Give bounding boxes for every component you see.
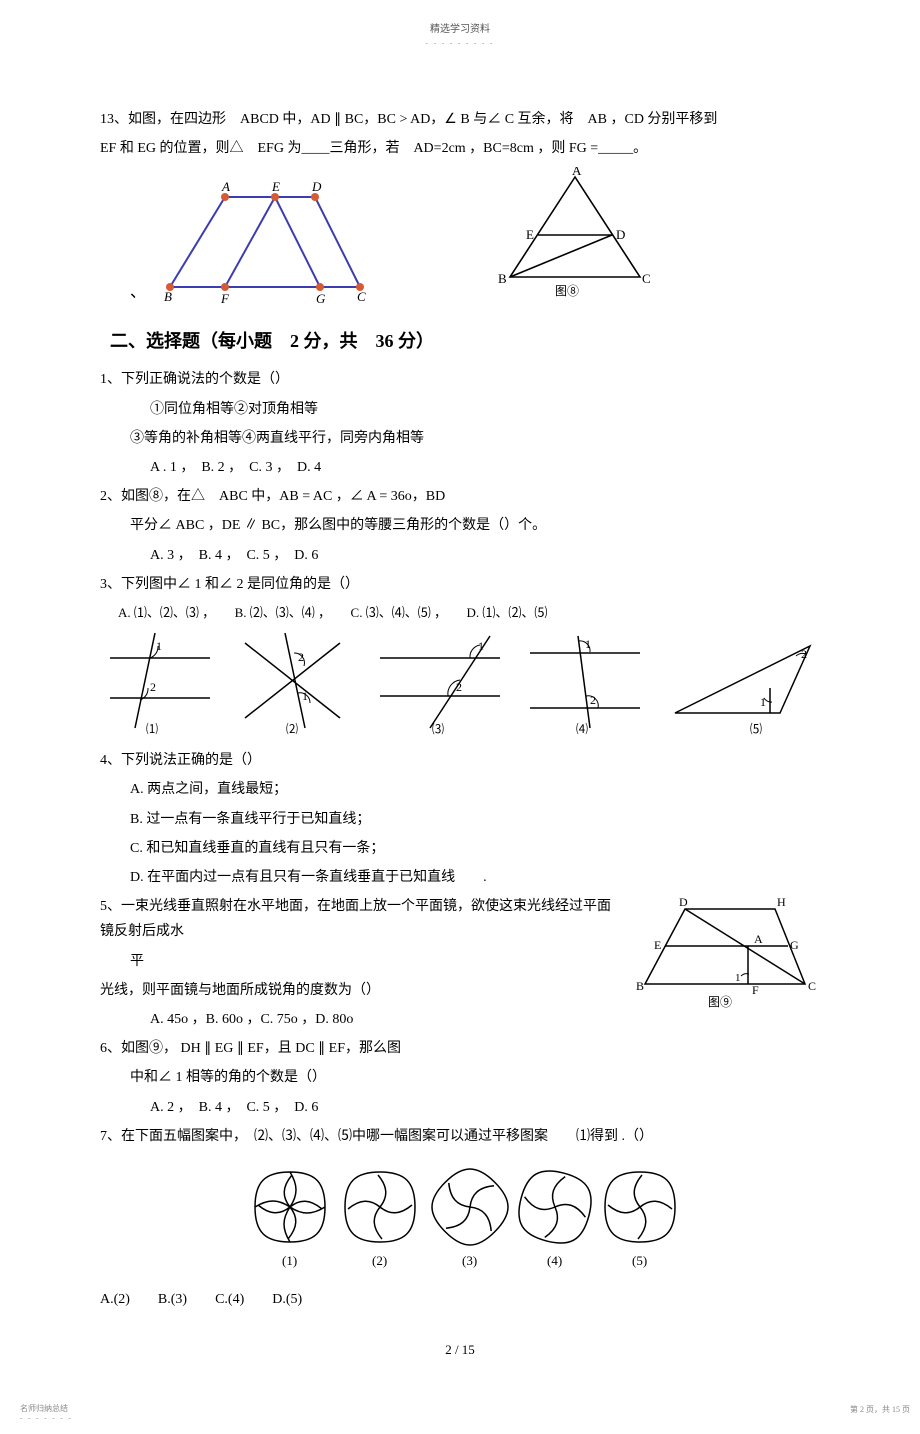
svg-text:1: 1 xyxy=(760,695,766,709)
svg-text:A: A xyxy=(572,167,582,178)
svg-text:E: E xyxy=(654,938,661,952)
q4-d: D. 在平面内过一点有且只有一条直线垂直于已知直线 . xyxy=(130,865,820,890)
svg-text:(1): (1) xyxy=(282,1253,297,1268)
svg-text:2: 2 xyxy=(298,650,304,664)
q2-l1: 2、如图⑧，在△ ABC 中，AB = AC ，∠ A = 36o，BD xyxy=(100,484,820,509)
fig-q3-3: 1 2 ⑶ xyxy=(370,628,510,738)
svg-text:A: A xyxy=(754,932,763,946)
q4-stem: 4、下列说法正确的是（） xyxy=(100,748,820,773)
bottom-left2: - - - - - - - xyxy=(20,1414,73,1422)
q1-s2: ③等角的补角相等④两直线平行，同旁内角相等 xyxy=(130,426,820,451)
svg-text:E: E xyxy=(526,227,534,242)
svg-text:图⑧: 图⑧ xyxy=(555,284,579,298)
svg-text:⑶: ⑶ xyxy=(432,722,444,736)
q4-b: B. 过一点有一条直线平行于已知直线； xyxy=(130,807,820,832)
svg-text:D: D xyxy=(616,227,625,242)
fig-q3-1: 1 2 ⑴ xyxy=(100,628,220,738)
svg-text:⑴: ⑴ xyxy=(146,722,158,736)
svg-text:(3): (3) xyxy=(462,1253,477,1268)
svg-text:1: 1 xyxy=(735,972,741,984)
svg-text:B: B xyxy=(636,979,644,993)
svg-text:B: B xyxy=(498,271,507,286)
svg-text:C: C xyxy=(357,289,366,304)
svg-text:C: C xyxy=(808,979,816,993)
fig-q3-2: 2 1 ⑵ xyxy=(230,628,360,738)
svg-text:2: 2 xyxy=(801,647,807,661)
svg-text:⑷: ⑷ xyxy=(576,722,588,736)
q1-stem: 1、下列正确说法的个数是（） xyxy=(100,367,820,392)
q3-figures: 1 2 ⑴ 2 1 ⑵ 1 2 ⑶ xyxy=(100,628,820,738)
q7-stem: 7、在下面五幅图案中， ⑵、⑶、⑷、⑸中哪一幅图案可以通过平移图案 ⑴得到 .（… xyxy=(100,1124,820,1149)
q1-s1: ①同位角相等②对顶角相等 xyxy=(150,397,820,422)
header-dots: - - - - - - - - - xyxy=(100,39,820,47)
fig-13a: A E D B F G C 、 xyxy=(120,177,400,307)
svg-text:⑵: ⑵ xyxy=(286,722,298,736)
q2-l2: 平分∠ ABC ，DE ∥ BC，那么图中的等腰三角形的个数是（）个。 xyxy=(130,513,820,538)
svg-text:H: H xyxy=(777,895,786,909)
fig-q7: (1) (2) (3) (4) xyxy=(230,1157,690,1277)
q7-opts: A.(2) B.(3) C.(4) D.(5) xyxy=(100,1287,820,1312)
q6-l2: 中和∠ 1 相等的角的个数是（） xyxy=(130,1065,820,1090)
q6-opts: A. 2 ， B. 4 ， C. 5 ， D. 6 xyxy=(150,1095,820,1120)
q4-c: C. 和已知直线垂直的直线有且只有一条； xyxy=(130,836,820,861)
svg-text:G: G xyxy=(316,291,326,306)
svg-text:F: F xyxy=(752,983,759,997)
page-footer: 2 / 15 xyxy=(100,1342,820,1358)
svg-text:、: 、 xyxy=(130,284,146,301)
q13-figures: A E D B F G C 、 A E D B C 图⑧ xyxy=(120,167,820,307)
q3-stem: 3、下列图中∠ 1 和∠ 2 是同位角的是（） xyxy=(100,572,820,597)
svg-text:G: G xyxy=(790,938,799,952)
fig-q3-4: 1 2 ⑷ xyxy=(520,628,650,738)
fig-q3-5: 2 1 ⑸ xyxy=(660,628,820,738)
svg-text:C: C xyxy=(642,271,651,286)
svg-text:D: D xyxy=(311,179,322,194)
svg-text:2: 2 xyxy=(150,680,156,694)
bottom-right: 第 2 页，共 15 页 xyxy=(850,1404,910,1422)
fig-9-wrap: B C D H E G A F 1 图⑨ xyxy=(630,894,820,1014)
svg-text:图⑨: 图⑨ xyxy=(708,995,732,1009)
svg-text:1: 1 xyxy=(478,639,484,653)
bottom-left1: 名师归纳总结 xyxy=(20,1404,73,1414)
svg-text:(5): (5) xyxy=(632,1253,647,1268)
svg-text:E: E xyxy=(271,179,280,194)
svg-text:2: 2 xyxy=(456,680,462,694)
q13-line2: EF 和 EG 的位置，则△ EFG 为____三角形，若 AD=2cm ，BC… xyxy=(100,136,820,161)
q4-a: A. 两点之间，直线最短； xyxy=(130,777,820,802)
svg-text:2: 2 xyxy=(590,693,596,707)
svg-text:B: B xyxy=(164,289,172,304)
section2-title: 二、选择题（每小题 2 分，共 36 分） xyxy=(110,327,820,353)
q2-opts: A. 3 ， B. 4 ， C. 5 ， D. 6 xyxy=(150,543,820,568)
fig-13b: A E D B C 图⑧ xyxy=(490,167,660,307)
svg-text:F: F xyxy=(220,291,230,306)
fig-9: B C D H E G A F 1 图⑨ xyxy=(630,894,820,1014)
q13-line1: 13、如图，在四边形 ABCD 中，AD ∥ BC，BC > AD，∠ B 与∠… xyxy=(100,107,820,132)
q7-figures: (1) (2) (3) (4) xyxy=(100,1157,820,1277)
q3-opts: A. ⑴、⑵、⑶ ， B. ⑵、⑶、⑷ ， C. ⑶、⑷、⑸ ， D. ⑴、⑵、… xyxy=(118,601,820,624)
svg-text:A: A xyxy=(221,179,230,194)
bottom-notes: 名师归纳总结 - - - - - - - 第 2 页，共 15 页 xyxy=(0,1398,920,1434)
q6-l1: 6、如图⑨， DH ∥ EG ∥ EF，且 DC ∥ EF，那么图 xyxy=(100,1036,820,1061)
svg-text:(2): (2) xyxy=(372,1253,387,1268)
q1-opts: A . 1 ， B. 2 ， C. 3 ， D. 4 xyxy=(150,455,820,480)
svg-text:⑸: ⑸ xyxy=(750,722,762,736)
header-brand: 精选学习资料 xyxy=(100,20,820,35)
svg-text:(4): (4) xyxy=(547,1253,562,1268)
svg-text:D: D xyxy=(679,895,688,909)
